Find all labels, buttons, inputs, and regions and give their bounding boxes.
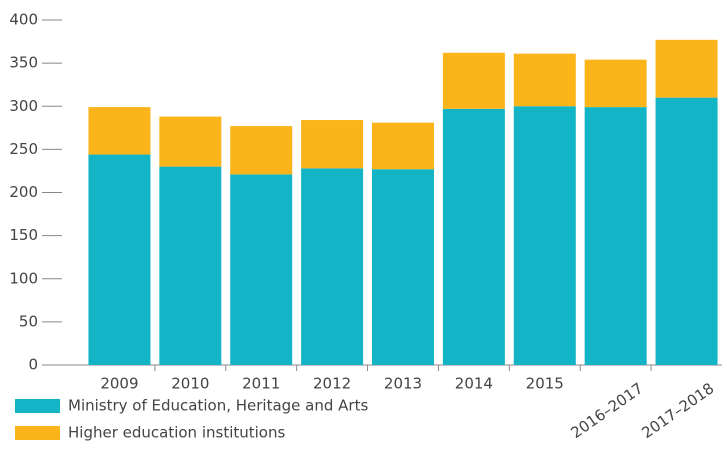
x-tick-label: 2017–2018	[638, 379, 717, 442]
y-tick-label: 0	[28, 356, 38, 374]
x-tick-label: 2015	[526, 375, 564, 393]
bar-segment	[159, 116, 222, 167]
bar-segment	[442, 108, 505, 366]
x-tick-label: 2010	[171, 375, 209, 393]
bar-segment	[584, 59, 647, 108]
y-tick-label: 400	[9, 11, 38, 29]
x-tick-label: 2016–2017	[568, 379, 647, 442]
bar-segment	[655, 39, 718, 98]
x-tick-label: 2009	[100, 375, 138, 393]
x-tick-label: 2014	[455, 375, 493, 393]
y-tick-label: 250	[9, 140, 38, 158]
legend-label: Ministry of Education, Heritage and Arts	[68, 397, 368, 415]
x-tick-label: 2011	[242, 375, 280, 393]
bar-segment	[230, 126, 293, 175]
bar-segment	[513, 53, 576, 107]
bar-segment	[88, 107, 151, 155]
bar-segment	[301, 168, 364, 365]
legend-swatch	[15, 399, 60, 413]
bar-segment	[230, 174, 293, 365]
bar-segment	[88, 154, 151, 365]
x-tick-label: 2012	[313, 375, 351, 393]
bar-segment	[442, 52, 505, 109]
bar-segment	[372, 169, 434, 365]
y-tick-label: 200	[9, 183, 38, 201]
y-tick-label: 150	[9, 226, 38, 244]
legend-label: Higher education institutions	[68, 424, 285, 442]
y-tick-label: 100	[9, 269, 38, 287]
y-tick-label: 350	[9, 54, 38, 72]
bar-segment	[655, 97, 718, 365]
bar-segment	[513, 106, 576, 365]
legend-swatch	[15, 426, 60, 440]
bar-segment	[159, 166, 222, 365]
y-tick-label: 300	[9, 97, 38, 115]
bar-segment	[372, 122, 434, 170]
y-tick-label: 50	[19, 312, 38, 330]
bar-segment	[301, 120, 364, 169]
bar-segment	[584, 107, 647, 366]
x-tick-label: 2013	[384, 375, 422, 393]
